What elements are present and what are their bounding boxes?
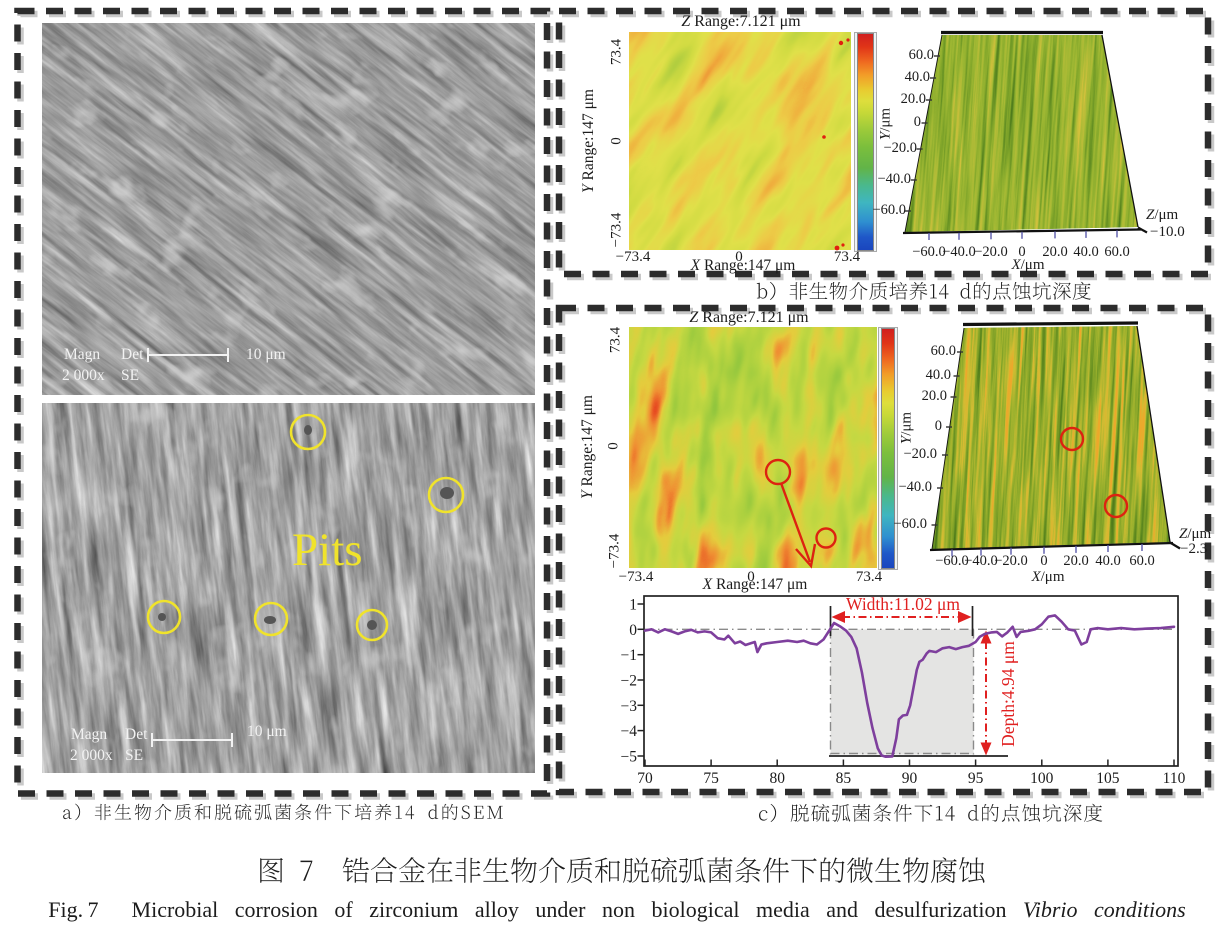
svg-text:Width:11.02 μm: Width:11.02 μm xyxy=(846,594,960,614)
svg-text:1: 1 xyxy=(629,597,637,614)
svg-text:100: 100 xyxy=(1030,770,1054,787)
svg-text:10 μm: 10 μm xyxy=(246,346,286,363)
svg-text:2 000x: 2 000x xyxy=(70,747,113,764)
svg-text:10 μm: 10 μm xyxy=(247,723,287,740)
svg-text:95: 95 xyxy=(968,770,984,787)
svg-text:70: 70 xyxy=(637,770,653,787)
svg-text:−3: −3 xyxy=(621,698,638,715)
svg-text:−2: −2 xyxy=(621,673,638,690)
svg-text:Magn: Magn xyxy=(71,726,107,743)
svg-text:75: 75 xyxy=(703,770,719,787)
svg-text:−4: −4 xyxy=(621,723,638,740)
svg-text:Det: Det xyxy=(125,726,148,743)
svg-text:105: 105 xyxy=(1096,770,1120,787)
svg-text:SE: SE xyxy=(125,747,143,764)
svg-text:Det: Det xyxy=(121,346,144,363)
svg-text:Magn: Magn xyxy=(64,346,100,363)
svg-text:0: 0 xyxy=(629,622,637,639)
svg-text:−5: −5 xyxy=(621,749,638,766)
svg-text:85: 85 xyxy=(836,770,852,787)
svg-text:Depth:4.94 μm: Depth:4.94 μm xyxy=(998,641,1018,747)
svg-text:80: 80 xyxy=(769,770,785,787)
svg-text:Pits: Pits xyxy=(292,524,363,576)
svg-text:110: 110 xyxy=(1163,770,1186,787)
svg-text:90: 90 xyxy=(902,770,918,787)
svg-text:−1: −1 xyxy=(621,647,638,664)
svg-text:SE: SE xyxy=(121,367,139,384)
svg-text:2 000x: 2 000x xyxy=(62,367,105,384)
